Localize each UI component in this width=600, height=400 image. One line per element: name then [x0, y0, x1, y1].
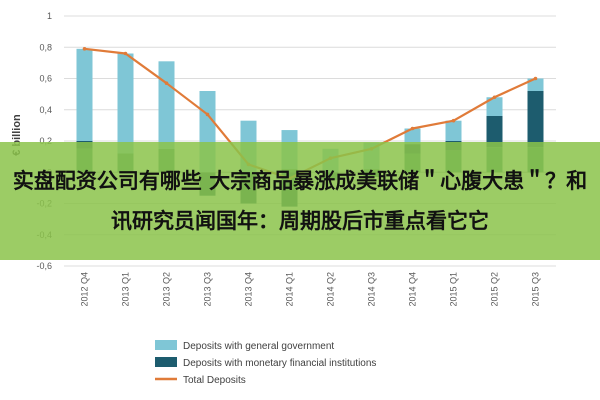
bar-segment [76, 48, 93, 141]
x-tick-label: 2014 Q2 [326, 272, 336, 307]
x-tick-label: 2015 Q1 [449, 272, 459, 307]
x-tick-label: 2013 Q1 [121, 272, 131, 307]
y-tick-label: 0,8 [39, 42, 52, 52]
bar-segment [527, 78, 544, 91]
bar-segment [527, 91, 544, 148]
y-tick-label: 1 [47, 11, 52, 21]
legend-label: Total Deposits [183, 375, 246, 386]
y-tick-label: -0,6 [36, 261, 52, 271]
bar-segment [486, 97, 503, 116]
bar-segment [404, 128, 421, 145]
x-tick-label: 2013 Q3 [203, 272, 213, 307]
x-tick-label: 2014 Q3 [367, 272, 377, 307]
x-axis-ticks: 2012 Q4 2013 Q1 2013 Q2 2013 Q3 2013 Q4 2014 … [80, 272, 541, 307]
x-tick-label: 2013 Q4 [244, 272, 254, 307]
x-tick-label: 2014 Q4 [408, 272, 418, 307]
legend-label: Deposits with general government [183, 341, 334, 352]
bar-segment [445, 120, 462, 141]
x-tick-label: 2015 Q2 [490, 272, 500, 307]
total-deposits-point [82, 47, 87, 51]
bar-segment [486, 116, 503, 148]
y-tick-label: 0,2 [39, 136, 52, 146]
total-deposits-point [164, 81, 169, 85]
x-tick-label: 2012 Q4 [80, 272, 90, 307]
x-tick-label: 2014 Q1 [285, 272, 295, 307]
total-deposits-point [451, 118, 456, 123]
total-deposits-point [533, 76, 538, 81]
y-tick-label: 0,4 [39, 105, 52, 115]
bar-segment [158, 61, 175, 149]
total-deposits-point [492, 95, 497, 100]
overlay-banner: 实盘配资公司有哪些 大宗商品暴涨成美联储＂心腹大患＂？和讯研究员闻国年：周期股后… [0, 142, 600, 260]
total-deposits-point [410, 126, 415, 131]
bar-segment [117, 53, 134, 154]
legend-label: Deposits with monetary financial institu… [183, 358, 376, 369]
legend-swatch [155, 340, 177, 350]
y-tick-label: 0,6 [39, 74, 52, 84]
total-deposits-point [205, 112, 210, 117]
legend-swatch [155, 357, 177, 367]
x-tick-label: 2013 Q2 [162, 272, 172, 307]
total-deposits-point [123, 51, 128, 56]
banner-text: 实盘配资公司有哪些 大宗商品暴涨成美联储＂心腹大患＂？和讯研究员闻国年：周期股后… [12, 169, 588, 233]
legend: Deposits with general government Deposits… [155, 340, 376, 386]
x-tick-label: 2015 Q3 [531, 272, 541, 307]
